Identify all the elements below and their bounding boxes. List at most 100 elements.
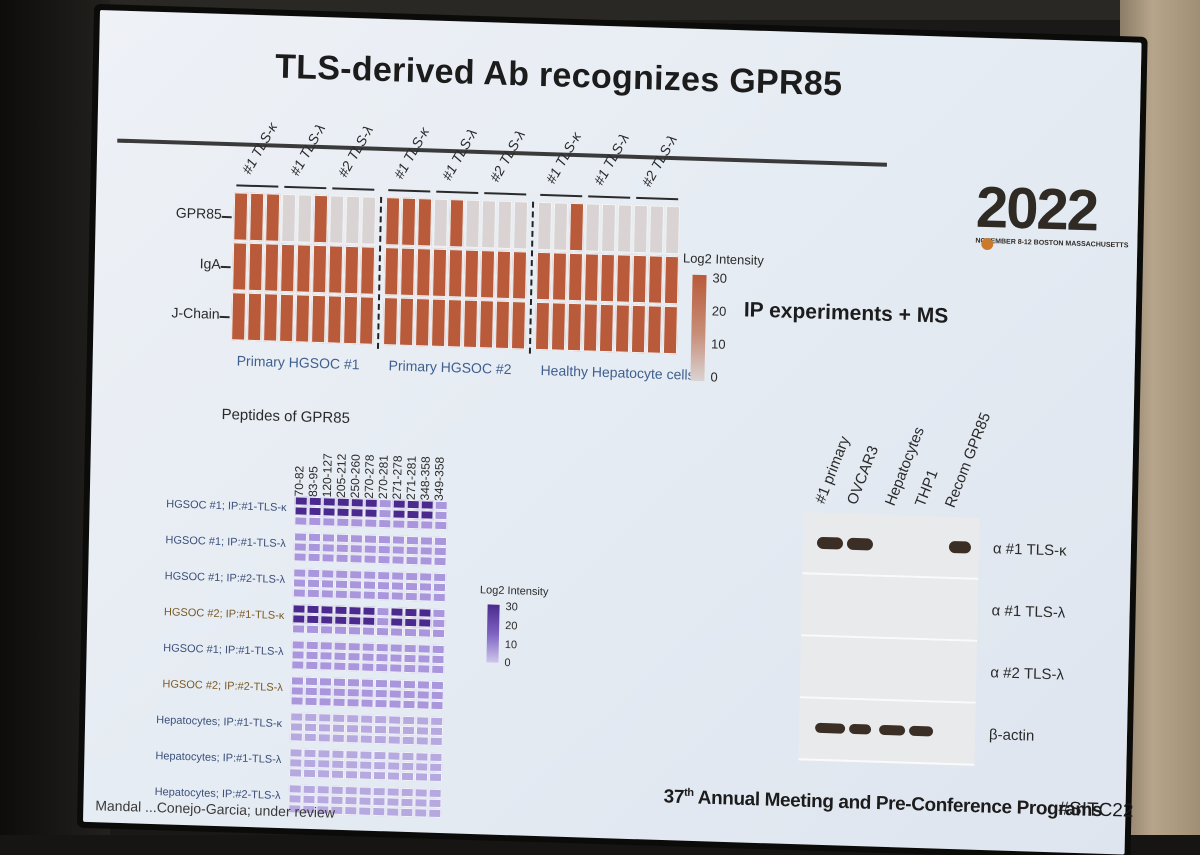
peptide-cell <box>431 664 445 675</box>
heatmap-cell <box>582 303 598 352</box>
peptide-cell <box>414 808 428 818</box>
peptide-cell <box>308 496 322 507</box>
peptide-cell <box>428 808 442 819</box>
peptide-cell <box>431 644 445 655</box>
peptide-cell <box>359 760 373 770</box>
peptide-cell <box>292 578 307 588</box>
peptide-cell <box>416 680 431 690</box>
heatmap-cell <box>345 195 361 245</box>
peptide-cell <box>432 592 446 603</box>
column-header: #1 TLS-λ <box>286 121 329 179</box>
hashtag: #SITC22 <box>1058 798 1134 822</box>
heatmap-cell <box>329 195 345 244</box>
heatmap-cell <box>552 252 568 301</box>
heatmap-cell <box>665 205 681 255</box>
heatmap-cell <box>630 304 646 354</box>
peptide-cell <box>403 643 417 654</box>
peptide-cell <box>294 506 308 516</box>
meeting-footer: 37th Annual Meeting and Pre-Conference P… <box>663 786 1102 822</box>
peptide-cell <box>391 535 406 545</box>
peptide-row-label: Hepatocytes; IP:#1-TLS-κ <box>156 714 283 731</box>
peptide-cell <box>373 734 387 745</box>
peptide-cell <box>373 760 387 771</box>
peptide-cell <box>402 715 416 726</box>
peptide-cell <box>418 608 432 618</box>
logo-year: 2022 <box>975 174 1098 244</box>
peptide-header: 349-358 <box>431 456 447 502</box>
peptide-cell <box>432 608 446 619</box>
ip-legend-tick: 10 <box>710 336 726 352</box>
peptide-cell <box>317 723 332 733</box>
peptide-cell <box>389 653 403 663</box>
column-bracket <box>236 184 279 188</box>
peptide-cell <box>348 606 362 616</box>
peptide-cell <box>434 520 448 531</box>
peptide-cell <box>364 518 378 528</box>
peptide-cell <box>303 748 317 759</box>
heatmap-cell <box>360 246 376 295</box>
peptide-cell <box>305 624 320 635</box>
peptide-cell <box>389 627 404 637</box>
peptide-cell <box>402 699 416 710</box>
peptide-cell <box>429 762 443 773</box>
peptide-legend-title: Log2 Intensity <box>479 584 549 599</box>
peptide-cell <box>374 714 388 725</box>
peptide-cell <box>290 696 304 706</box>
heatmap-cell <box>265 193 281 242</box>
heatmap-cell <box>400 247 416 296</box>
peptide-cell <box>318 687 332 697</box>
peptide-cell <box>392 519 406 529</box>
heatmap-cell <box>663 255 679 305</box>
peptide-cell <box>320 589 334 599</box>
heatmap-cell <box>344 245 360 295</box>
blot-panel <box>801 574 979 642</box>
peptide-cell <box>330 795 344 805</box>
peptide-cell <box>428 772 443 783</box>
group-divider <box>528 201 535 354</box>
peptide-cell <box>433 556 447 567</box>
peptide-cell <box>294 516 308 526</box>
peptide-cell <box>415 736 429 746</box>
column-bracket <box>540 193 583 198</box>
heatmap-cell <box>328 245 344 294</box>
peptide-cell <box>293 542 307 552</box>
peptide-cell <box>331 723 346 734</box>
peptide-cell <box>308 506 322 517</box>
sitc-logo: 2022 NOVEMBER 8-12 BOSTON MASSACHUSETTS <box>975 174 1128 251</box>
peptide-cell <box>419 572 433 582</box>
blot-panel-label: β-actin <box>988 726 1035 745</box>
peptide-cell <box>332 677 347 688</box>
peptide-cell <box>346 688 360 698</box>
peptide-cell <box>332 697 346 708</box>
peptide-cell <box>345 760 359 770</box>
peptide-row-label: HGSOC #1; IP:#1-TLS-λ <box>163 642 284 659</box>
peptide-cell <box>347 662 361 672</box>
heatmap-cell <box>416 248 432 297</box>
heatmap-cell <box>296 244 312 293</box>
peptide-cell <box>375 642 389 653</box>
blot-panel <box>799 636 977 704</box>
peptide-cell <box>390 607 404 617</box>
column-bracket <box>332 187 375 191</box>
peptide-cell <box>386 787 400 797</box>
peptide-cell <box>417 644 431 654</box>
peptide-cell <box>361 642 375 652</box>
blot-band <box>849 723 872 735</box>
heatmap-cell <box>480 250 496 299</box>
peptide-legend-tick: 20 <box>505 619 518 633</box>
peptide-header: 271-278 <box>389 455 405 500</box>
peptide-cell <box>433 572 447 583</box>
column-header: #1 TLS-λ <box>438 125 481 184</box>
peptide-row-label: HGSOC #2; IP:#1-TLS-κ <box>163 606 285 623</box>
peptide-row-label: HGSOC #1; IP:#2-TLS-λ <box>164 570 286 587</box>
peptide-cell <box>405 535 420 546</box>
blot-band <box>878 724 906 736</box>
room-wall-top <box>110 0 1120 20</box>
peptide-cell <box>415 762 429 772</box>
peptide-cell <box>414 788 428 798</box>
peptide-cell <box>389 643 403 653</box>
peptide-cell <box>391 545 405 555</box>
heatmap-cell <box>433 198 449 248</box>
peptide-cell <box>386 797 400 807</box>
lane-header: THP1 <box>911 467 942 510</box>
